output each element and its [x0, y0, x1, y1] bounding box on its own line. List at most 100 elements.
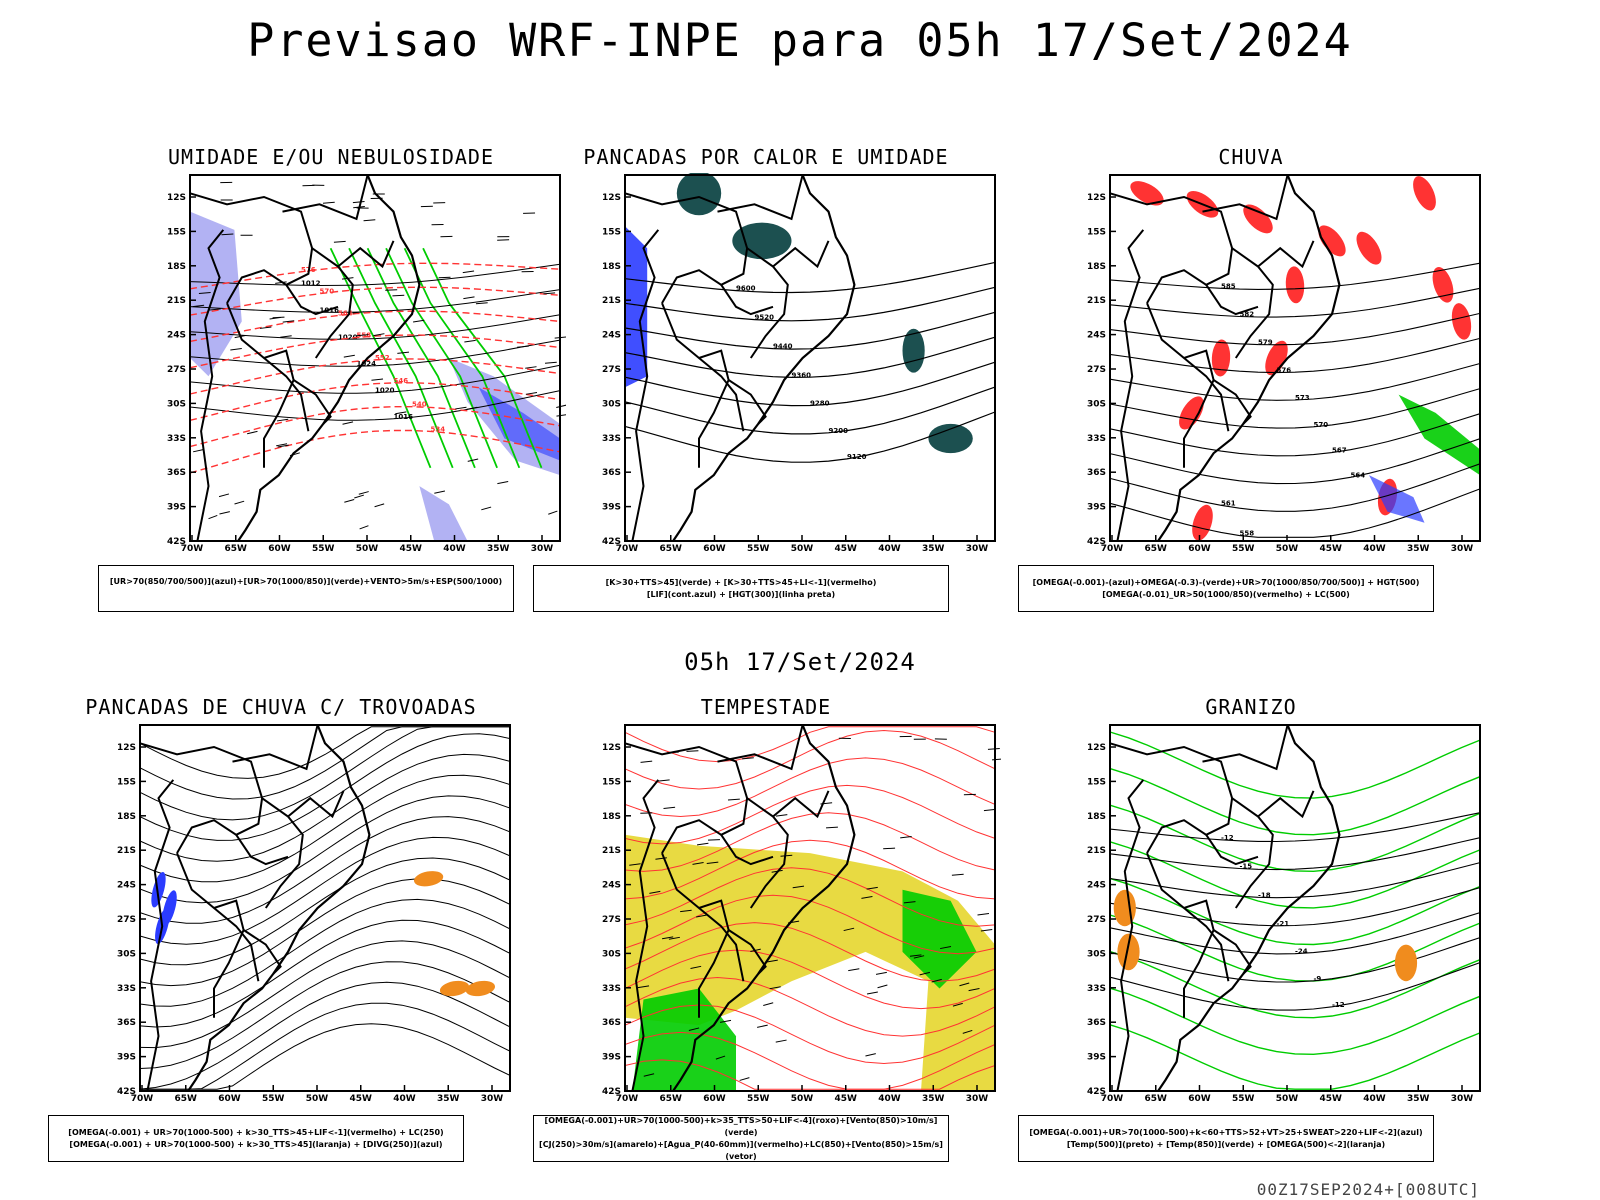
thunderstorm-cell: [413, 871, 444, 887]
omega-cell: [1113, 889, 1136, 927]
thunderstorm-cell: [465, 980, 496, 997]
lat-label: 42S: [167, 537, 186, 547]
contour-label: 9440: [773, 343, 793, 351]
wind-vector: [919, 971, 931, 976]
lon-label: 45W: [400, 544, 423, 554]
contour-label: 9280: [810, 400, 830, 408]
wind-vector: [991, 758, 1001, 761]
panel-umidade: UMIDADE E/OU NEBULOSIDADE 1012 1016 1020 10…: [96, 145, 566, 625]
temp-850-contour: [1109, 767, 1481, 836]
contour-line: [1109, 337, 1481, 374]
map-frame: [1109, 724, 1481, 1092]
lon-label: 45W: [1320, 1094, 1343, 1104]
contour-line: [1109, 887, 1481, 927]
lat-label: 33S: [602, 984, 621, 994]
panel-title: TEMPESTADE: [700, 695, 832, 719]
lon-label: 45W: [835, 1094, 858, 1104]
lon-label: 30W: [481, 1094, 504, 1104]
lat-label: 12S: [1087, 743, 1106, 753]
lon-label: 40W: [1363, 1094, 1386, 1104]
lat-label: 30S: [1087, 399, 1106, 409]
contour-label: 9120: [847, 453, 867, 461]
lat-label: 15S: [117, 777, 136, 787]
lat-label: 39S: [167, 503, 186, 513]
lon-label: 55W: [1232, 1094, 1255, 1104]
country-border: [1257, 240, 1315, 269]
temp-850-contour: [1109, 914, 1481, 982]
wind-vector: [643, 1073, 655, 1077]
wind-vector: [900, 835, 912, 839]
wind-vector: [397, 351, 410, 354]
streamline: [139, 898, 511, 1007]
contour-line: [189, 382, 561, 421]
lat-label: 12S: [602, 743, 621, 753]
contour-label: 567: [1332, 447, 1347, 455]
wind-vector: [883, 847, 896, 850]
lon-label: 70W: [1101, 544, 1124, 554]
rain-region: [1413, 176, 1436, 211]
lat-label: 39S: [1087, 503, 1106, 513]
contour-line: [1109, 388, 1481, 429]
streamline: [139, 940, 511, 1049]
contour-line: [624, 411, 996, 463]
wind-vector: [525, 366, 537, 369]
wind-vector: [455, 406, 467, 410]
lat-label: 21S: [1087, 846, 1106, 856]
lon-label: 40W: [443, 544, 466, 554]
wind-vector: [463, 296, 475, 300]
contour-line: [1109, 362, 1481, 401]
lon-label: 40W: [878, 544, 901, 554]
lon-label: 45W: [835, 544, 858, 554]
wind-vector: [968, 988, 980, 992]
wind-vector: [275, 281, 287, 284]
panel-title: GRANIZO: [1205, 695, 1297, 719]
contour-line: [189, 262, 561, 290]
rain-region: [1432, 266, 1454, 303]
wind-vector: [374, 503, 385, 508]
lat-label: 24S: [1087, 331, 1106, 341]
country-border: [1116, 229, 1145, 542]
contour-label: -9: [1314, 975, 1322, 983]
lat-label: 18S: [1087, 262, 1106, 272]
rain-region: [1265, 340, 1288, 376]
wind-vector: [706, 861, 719, 864]
wind-vector: [697, 842, 709, 846]
wind-vector: [192, 304, 205, 308]
lat-label: 12S: [602, 193, 621, 203]
country-border: [139, 742, 264, 854]
wind-vector: [727, 798, 740, 801]
contour-label: -12: [1332, 1001, 1345, 1009]
lon-label: 65W: [660, 544, 683, 554]
contour-line: [624, 361, 996, 407]
wind-vector: [909, 954, 922, 957]
lat-label: 21S: [602, 296, 621, 306]
lon-label: 65W: [1145, 544, 1168, 554]
lon-label: 40W: [1363, 544, 1386, 554]
country-border: [213, 907, 260, 982]
lat-label: 39S: [117, 1053, 136, 1063]
country-border: [176, 852, 245, 1018]
lat-label: 27S: [167, 365, 186, 375]
contour-label: 9520: [755, 314, 775, 322]
divergence-cell: [162, 890, 177, 926]
contour-label: 1012: [301, 279, 321, 287]
lat-label: 12S: [1087, 193, 1106, 203]
country-border: [1213, 929, 1252, 975]
lat-label: 33S: [167, 434, 186, 444]
wind-vector: [775, 1039, 787, 1043]
lon-label: 65W: [1145, 1094, 1168, 1104]
panel-legend: [K>30+TTS>45](verde) + [K>30+TTS>45+LI<-…: [533, 565, 949, 612]
country-border: [717, 174, 804, 221]
lon-label: 60W: [703, 544, 726, 554]
map-umidade: 1012101610201024102010165765705645585525…: [167, 174, 566, 554]
contour-line: [189, 364, 561, 394]
country-border: [285, 284, 339, 316]
wind-vector: [198, 291, 211, 294]
streamline: [139, 774, 511, 883]
wind-vector: [649, 890, 661, 894]
lat-label: 30S: [602, 949, 621, 959]
wind-vector: [475, 302, 488, 305]
wind-vector: [395, 411, 407, 415]
wind-vector: [637, 985, 650, 989]
